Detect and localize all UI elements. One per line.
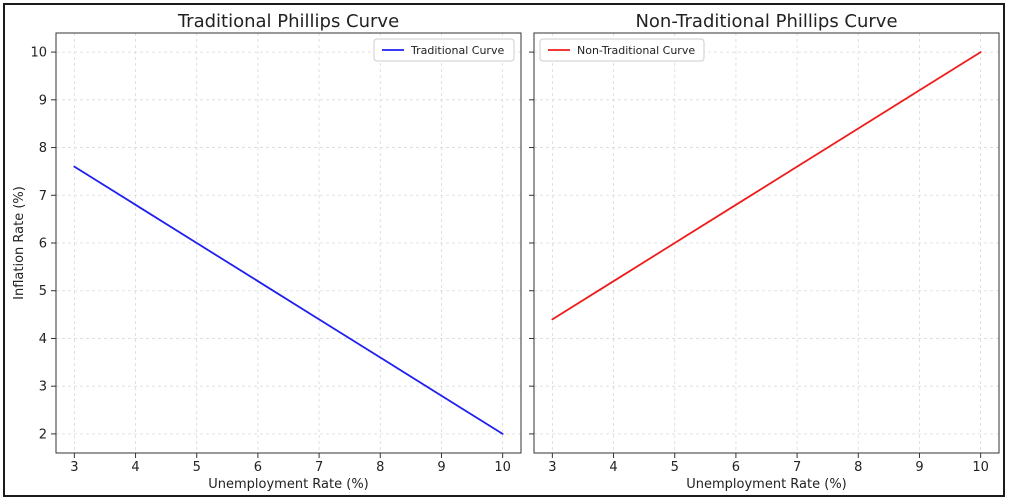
x-tick-label: 10	[494, 460, 511, 475]
x-tick-label: 8	[854, 460, 862, 475]
x-tick-label: 7	[315, 460, 323, 475]
x-tick-label: 9	[437, 460, 445, 475]
plot-area-border	[55, 32, 522, 454]
panel-title: Non-Traditional Phillips Curve	[635, 11, 897, 32]
x-tick-label: 4	[609, 460, 617, 475]
x-axis-label: Unemployment Rate (%)	[208, 477, 369, 492]
x-tick-label: 3	[548, 460, 556, 475]
x-tick-label: 6	[254, 460, 262, 475]
x-axis-label: Unemployment Rate (%)	[686, 477, 847, 492]
panel-traditional: 3 4 5 6 7 8 9 10 2 3 4 5 6 7 8 9 10 Traditional Phillips …	[12, 11, 522, 492]
legend-box	[373, 38, 515, 62]
legend-box	[539, 38, 705, 62]
legend-label: Non-Traditional Curve	[577, 44, 695, 57]
y-tick-label: 8	[39, 141, 47, 156]
series-line-0	[551, 51, 982, 321]
x-tick-label: 4	[131, 460, 139, 475]
panel-non-traditional: 3 4 5 6 7 8 9 10 Non-Traditional Phillips Curve U…	[529, 11, 1000, 492]
y-tick-label: 5	[39, 284, 47, 299]
x-tick-label: 8	[376, 460, 384, 475]
y-tick-label: 9	[39, 93, 47, 108]
y-tick-label: 3	[39, 380, 47, 395]
panel-title: Traditional Phillips Curve	[177, 11, 399, 32]
series-line-0	[73, 165, 504, 435]
y-tick-label: 4	[39, 332, 47, 347]
y-tick-label: 6	[39, 237, 47, 252]
y-tick-label: 7	[39, 189, 47, 204]
x-tick-label: 10	[972, 460, 989, 475]
x-tick-label: 5	[193, 460, 201, 475]
legend-label: Traditional Curve	[410, 44, 504, 57]
figure-border	[3, 3, 1005, 497]
x-tick-label: 5	[671, 460, 679, 475]
x-tick-label: 7	[793, 460, 801, 475]
legend: Traditional Curve	[373, 38, 515, 62]
legend: Non-Traditional Curve	[539, 38, 705, 62]
y-axis-label: Inflation Rate (%)	[12, 186, 27, 300]
x-tick-label: 9	[915, 460, 923, 475]
x-tick-label: 6	[732, 460, 740, 475]
x-tick-label: 3	[70, 460, 78, 475]
plot-area-border	[533, 32, 1000, 454]
y-tick-label: 2	[39, 427, 47, 442]
y-tick-label: 10	[30, 46, 47, 61]
